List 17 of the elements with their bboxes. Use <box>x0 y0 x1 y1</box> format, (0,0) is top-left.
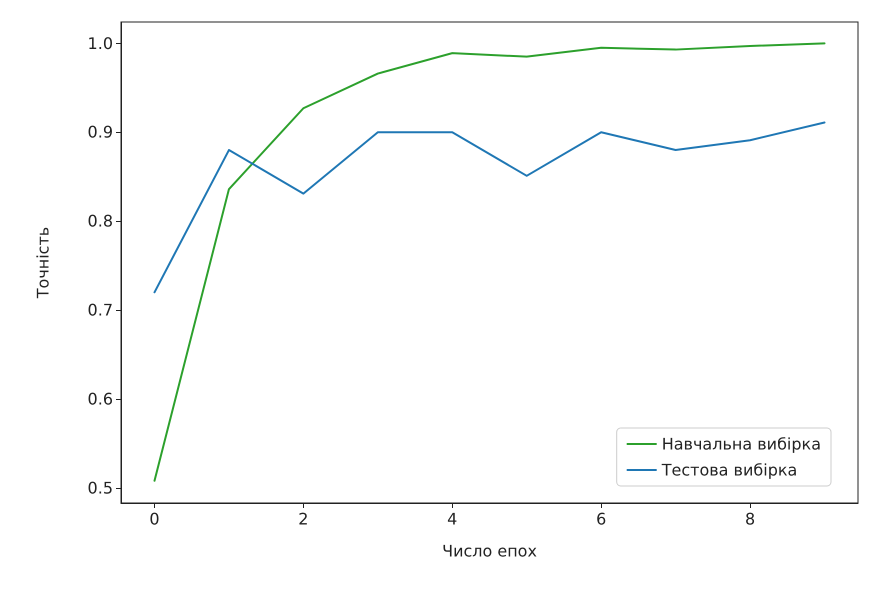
y-tick-label: 0.5 <box>88 478 113 498</box>
y-axis-title: Точність <box>34 226 52 300</box>
y-tick-label: 0.7 <box>88 300 113 320</box>
x-tick-label: 6 <box>596 510 606 528</box>
x-axis-title: Число епох <box>442 542 537 560</box>
x-tick-label: 8 <box>744 510 756 528</box>
y-tick-label: 1.0 <box>88 34 113 53</box>
legend-label: Навчальна вибірка <box>662 434 821 454</box>
x-tick-label: 2 <box>298 510 308 528</box>
line-series <box>154 42 826 482</box>
y-tick-label: 0.6 <box>88 389 113 408</box>
x-tick-label: 4 <box>447 510 458 528</box>
y-tick-label: 0.9 <box>88 122 113 142</box>
x-tick-label: 0 <box>149 510 160 528</box>
legend-label: Тестова вибірка <box>660 460 798 480</box>
y-tick-label: 0.8 <box>88 212 113 231</box>
line-series <box>154 121 826 294</box>
